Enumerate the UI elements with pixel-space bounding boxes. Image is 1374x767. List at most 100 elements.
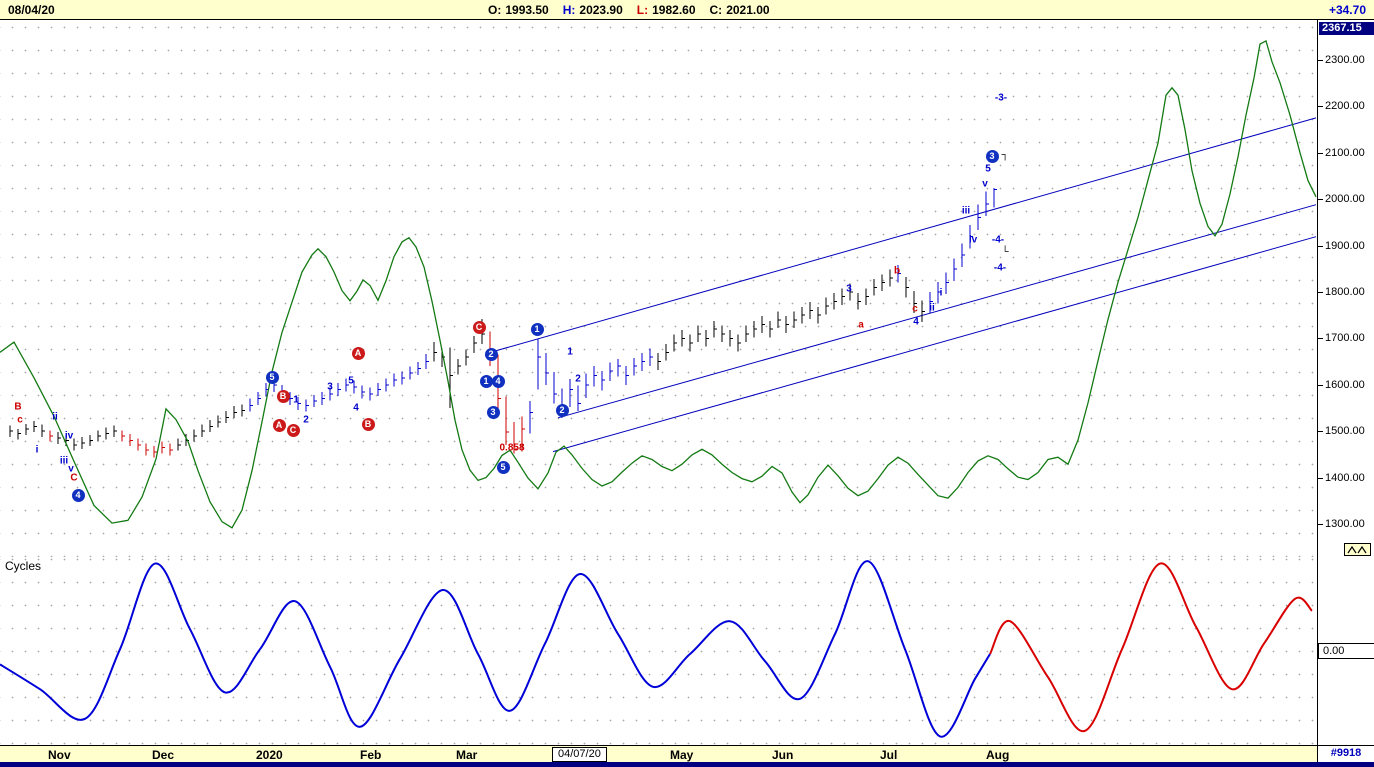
price-tick-label: 1600.00 xyxy=(1325,379,1365,391)
price-tick: 1700.00 xyxy=(1318,332,1365,344)
elliott-wave-label: 0.858 xyxy=(499,442,525,454)
price-bars xyxy=(9,269,925,451)
tick-mark xyxy=(1318,152,1323,154)
ohlc-readout: O: 1993.50 H: 2023.90 L: 1982.60 C: 2021.00 xyxy=(488,3,784,17)
price-tick-label: 1300.00 xyxy=(1325,518,1365,530)
elliott-wave-label: 4 xyxy=(353,402,359,414)
high-value: 2023.90 xyxy=(579,3,623,17)
price-tick: 2200.00 xyxy=(1318,100,1365,112)
elliott-wave-label: iii xyxy=(59,455,69,467)
cycles-zero-label: 0.00 xyxy=(1318,643,1374,659)
elliott-wave-label: -3- xyxy=(994,92,1008,104)
elliott-wave-label: c xyxy=(912,303,918,315)
cycles-scale: 0.00 xyxy=(1317,557,1374,745)
elliott-wave-label: i xyxy=(939,287,943,299)
elliott-wave-label: iv xyxy=(64,430,74,442)
open-label: O: xyxy=(488,3,502,17)
price-tick-label: 2300.00 xyxy=(1325,54,1365,66)
price-tick: 1500.00 xyxy=(1318,425,1365,437)
elliott-wave-label: 3 xyxy=(846,283,852,295)
cycles-canvas[interactable] xyxy=(0,557,1317,745)
elliott-wave-circled-label: C xyxy=(286,423,300,437)
tick-mark xyxy=(1318,384,1323,386)
price-tick: 1900.00 xyxy=(1318,240,1365,252)
elliott-wave-circled-label: 4 xyxy=(491,374,505,388)
elliott-wave-label: i xyxy=(35,444,39,456)
price-tick-label: 2200.00 xyxy=(1325,100,1365,112)
tick-mark xyxy=(1318,105,1323,107)
trend-channel-line xyxy=(557,204,1317,419)
page-id-badge: #9918 xyxy=(1317,745,1374,762)
month-label: Jul xyxy=(880,748,898,762)
elliott-wave-label: 2 xyxy=(575,373,581,385)
overlay-line xyxy=(0,39,1317,529)
month-label: 2020 xyxy=(256,748,283,762)
price-tick-label: 1500.00 xyxy=(1325,425,1365,437)
tick-mark xyxy=(1318,337,1323,339)
month-label: Jun xyxy=(772,748,794,762)
elliott-wave-circled-label: B xyxy=(361,417,375,431)
elliott-wave-label: a xyxy=(858,319,864,331)
month-label: Feb xyxy=(360,748,382,762)
elliott-wave-circled-label: B xyxy=(276,389,290,403)
elliott-wave-label: B xyxy=(14,401,22,413)
bottom-status-strip xyxy=(0,762,1374,767)
cursor-price-box: 2367.15 xyxy=(1319,22,1374,35)
elliott-wave-label: 5 xyxy=(348,375,354,387)
elliott-wave-circled-label: 5 xyxy=(496,460,510,474)
elliott-wave-circled-label: A xyxy=(272,418,286,432)
cycles-panel-title: Cycles xyxy=(5,559,42,573)
price-tick: 1600.00 xyxy=(1318,379,1365,391)
price-scale: 2367.15 2300.00 2200.00 2100.00 2000.00 1900… xyxy=(1317,20,1374,557)
elliott-wave-circled-label: A xyxy=(351,346,365,360)
elliott-wave-label: 1 xyxy=(567,346,573,358)
elliott-wave-label: v xyxy=(982,178,988,190)
elliott-wave-circled-label: 1 xyxy=(479,374,493,388)
low-label: L: xyxy=(636,3,649,17)
tick-mark xyxy=(1318,245,1323,247)
elliott-wave-label: ii xyxy=(52,411,58,423)
elliott-wave-label: v xyxy=(68,463,74,475)
trend-channel-line xyxy=(552,236,1317,453)
chart-page-button[interactable] xyxy=(1344,543,1371,556)
elliott-wave-label: 1 xyxy=(293,394,299,406)
elliott-wave-circled-label: 2 xyxy=(555,403,569,417)
price-tick-label: 1700.00 xyxy=(1325,332,1365,344)
price-tick: 2300.00 xyxy=(1318,54,1365,66)
price-tick: 2000.00 xyxy=(1318,193,1365,205)
month-label: May xyxy=(670,748,694,762)
price-tick: 1800.00 xyxy=(1318,286,1365,298)
price-tick-label: 1800.00 xyxy=(1325,286,1365,298)
elliott-wave-circled-label: 3 xyxy=(486,405,500,419)
elliott-wave-circled-label: 2 xyxy=(484,347,498,361)
elliott-wave-label: iv xyxy=(968,234,978,246)
price-tick-label: 2100.00 xyxy=(1325,147,1365,159)
month-label: Mar xyxy=(456,748,478,762)
elliott-wave-circled-label: 1 xyxy=(530,322,544,336)
price-tick: 1400.00 xyxy=(1318,472,1365,484)
price-tick: 1300.00 xyxy=(1318,518,1365,530)
price-tick-label: 1400.00 xyxy=(1325,472,1365,484)
elliott-wave-label: 5 xyxy=(985,163,991,175)
elliott-wave-label: 3 xyxy=(327,381,333,393)
tick-mark xyxy=(1318,477,1323,479)
elliott-wave-label: └ xyxy=(1001,246,1009,258)
tick-mark xyxy=(1318,430,1323,432)
tick-mark xyxy=(1318,198,1323,200)
elliott-wave-label: b xyxy=(893,265,901,277)
tick-mark xyxy=(1318,59,1323,61)
high-label: H: xyxy=(562,3,576,17)
elliott-wave-circled-label: 3 xyxy=(985,149,999,163)
tick-mark xyxy=(1318,523,1323,525)
elliott-wave-label: -4- xyxy=(991,234,1005,246)
date-cursor-box[interactable]: 04/07/20 xyxy=(552,747,607,762)
cycles-panel[interactable]: Cycles xyxy=(0,557,1317,746)
price-bars xyxy=(249,188,997,434)
close-value: 2021.00 xyxy=(726,3,770,17)
month-label: Aug xyxy=(986,748,1010,762)
price-tick-label: 1900.00 xyxy=(1325,240,1365,252)
tick-mark xyxy=(1318,291,1323,293)
